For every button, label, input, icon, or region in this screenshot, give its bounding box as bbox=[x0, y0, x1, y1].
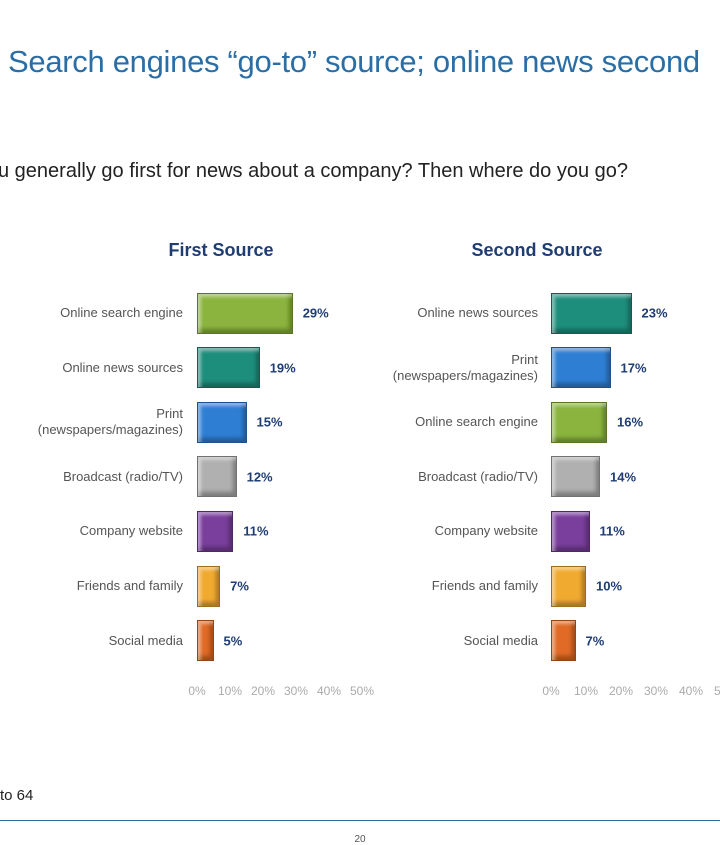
bar bbox=[197, 565, 221, 607]
bar bbox=[197, 347, 260, 389]
x-tick-label: 50% bbox=[349, 684, 375, 698]
bar bbox=[197, 292, 293, 334]
x-tick-label: 40% bbox=[316, 684, 342, 698]
category-label: Online news sources bbox=[417, 305, 538, 320]
value-label: 11% bbox=[599, 523, 625, 539]
bar bbox=[197, 620, 214, 662]
chart-title: First Source bbox=[168, 240, 274, 260]
x-tick-label: 10% bbox=[573, 684, 599, 698]
category-label: Company website bbox=[79, 523, 183, 539]
category-label: Friends and family bbox=[431, 578, 538, 593]
x-tick-label: 0% bbox=[188, 684, 206, 698]
bar bbox=[551, 347, 611, 389]
value-label: 23% bbox=[641, 305, 668, 321]
category-label: Social media bbox=[463, 632, 538, 648]
chart-title: Second Source bbox=[471, 240, 603, 260]
value-label: 12% bbox=[246, 469, 273, 485]
category-label: Social media bbox=[108, 632, 183, 648]
category-label: Online search engine bbox=[60, 305, 183, 320]
value-label: 7% bbox=[230, 578, 249, 594]
footer-rule bbox=[0, 820, 720, 821]
category-label: Broadcast (radio/TV) bbox=[418, 468, 538, 484]
category-label: Print (newspapers/magazines) bbox=[392, 351, 538, 383]
footnote: to 64 bbox=[0, 787, 34, 804]
category-label: Broadcast (radio/TV) bbox=[63, 468, 183, 484]
x-tick-label: 40% bbox=[678, 684, 704, 698]
bar bbox=[551, 456, 600, 498]
category-label: Online search engine bbox=[415, 414, 538, 430]
value-label: 16% bbox=[617, 414, 644, 430]
x-tick-label: 0% bbox=[542, 684, 560, 698]
bar bbox=[551, 292, 632, 334]
x-tick-label: 20% bbox=[608, 684, 634, 698]
value-label: 14% bbox=[610, 469, 637, 485]
x-tick-label: 20% bbox=[250, 684, 276, 698]
bar bbox=[197, 401, 247, 443]
value-label: 5% bbox=[223, 633, 243, 649]
category-label: Friends and family bbox=[76, 578, 183, 593]
bar bbox=[197, 456, 237, 498]
value-label: 11% bbox=[243, 523, 269, 539]
x-tick-label: 50% bbox=[713, 684, 720, 698]
category-label: Print (newspapers/magazines) bbox=[37, 406, 183, 438]
bar bbox=[551, 565, 586, 607]
bar bbox=[197, 510, 234, 552]
value-label: 19% bbox=[269, 360, 296, 376]
slide-title: Search engines “go-to” source; online ne… bbox=[8, 44, 700, 79]
value-label: 7% bbox=[585, 633, 605, 649]
x-tick-label: 30% bbox=[643, 684, 669, 698]
question: u generally go first for news about a co… bbox=[0, 160, 629, 182]
value-label: 29% bbox=[302, 305, 329, 321]
value-label: 17% bbox=[620, 360, 647, 376]
x-tick-label: 10% bbox=[217, 684, 243, 698]
value-label: 10% bbox=[596, 578, 623, 594]
x-tick-label: 30% bbox=[283, 684, 309, 698]
category-label: Online news sources bbox=[62, 359, 183, 375]
bar bbox=[551, 620, 576, 662]
bar bbox=[551, 510, 590, 552]
page-number: 20 bbox=[354, 834, 366, 845]
bar bbox=[551, 401, 607, 443]
category-label: Company website bbox=[434, 523, 538, 539]
value-label: 15% bbox=[256, 414, 283, 430]
